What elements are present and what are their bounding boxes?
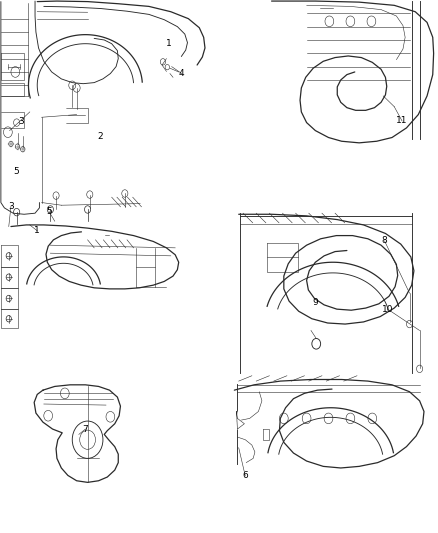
Text: 10: 10 [382,305,393,313]
Text: 5: 5 [14,167,20,176]
Text: 11: 11 [396,117,408,125]
Text: 9: 9 [312,298,318,307]
Text: 6: 6 [242,472,248,480]
Text: 5: 5 [46,207,52,216]
Text: 3: 3 [18,117,24,126]
Text: 4: 4 [179,69,184,78]
Text: 8: 8 [381,237,388,245]
Text: 1: 1 [166,39,172,48]
Text: 1: 1 [34,227,40,235]
Polygon shape [237,411,244,429]
Text: 3: 3 [8,202,14,211]
Text: 7: 7 [82,425,88,433]
Text: 2: 2 [97,133,102,141]
